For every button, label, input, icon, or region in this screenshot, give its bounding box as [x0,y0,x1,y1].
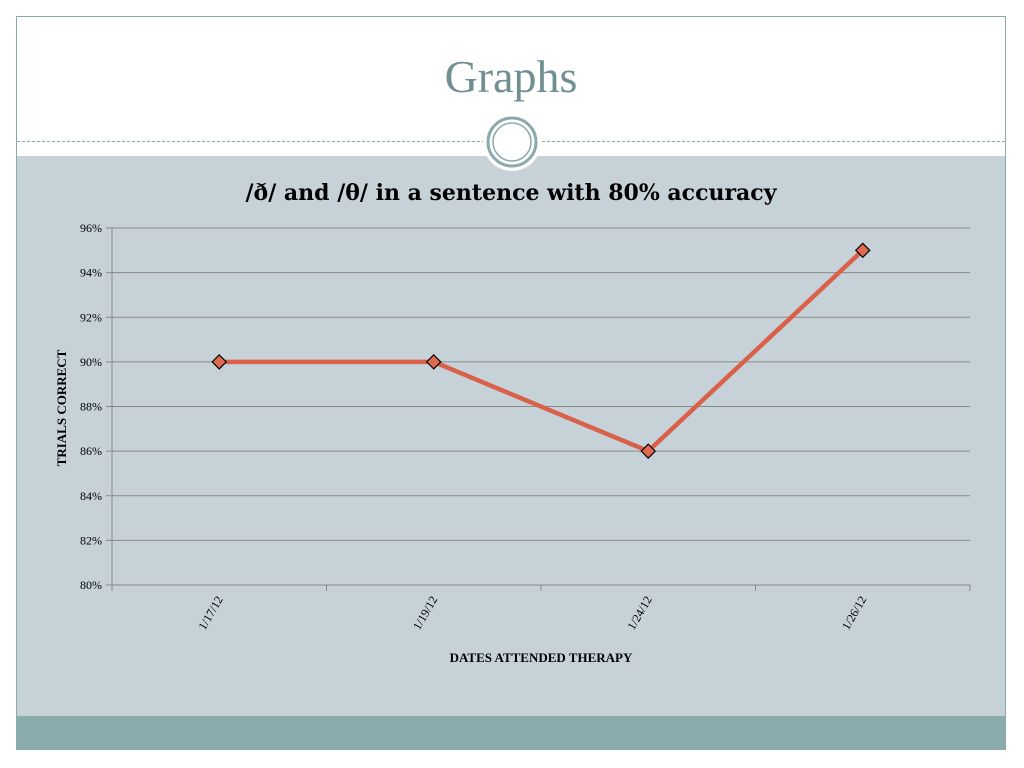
data-point-marker [211,354,228,370]
chart-title: /ð/ and /θ/ in a sentence with 80% accur… [245,180,777,206]
y-tick-label: 86% [80,444,102,458]
data-point-marker [854,242,871,259]
y-tick-label: 96% [80,221,102,235]
y-axis-title: TRIALS CORRECT [54,349,69,466]
series-layer [211,242,871,459]
bottom-band [17,716,1005,750]
y-tick-label: 80% [80,578,102,592]
y-tick-label: 92% [80,310,102,324]
content-panel [17,156,1005,716]
x-tick-label: 1/24/12 [624,594,654,633]
y-tick-label: 90% [80,355,102,369]
x-axis-title: DATES ATTENDED THERAPY [450,650,633,665]
data-point-marker [425,354,442,370]
gridlines [106,227,971,591]
y-tick-label: 94% [80,266,102,280]
x-tick-label: 1/17/12 [195,594,225,633]
x-tick-label: 1/26/12 [839,594,869,633]
series-line [219,248,865,454]
x-axis-ticks: 1/17/12 1/19/12 1/24/12 1/26/12 [195,594,869,633]
x-tick-label: 1/19/12 [410,594,440,633]
y-tick-label: 88% [80,400,102,414]
circle-ornament-icon [483,113,541,171]
y-tick-label: 82% [80,533,102,547]
data-point-marker [640,443,657,459]
y-tick-label: 84% [80,489,102,503]
slide-title: Graphs [444,51,578,102]
y-axis-ticks: 80% 82% 84% 86% 88% 90% 92% 94% 96% [80,221,102,592]
